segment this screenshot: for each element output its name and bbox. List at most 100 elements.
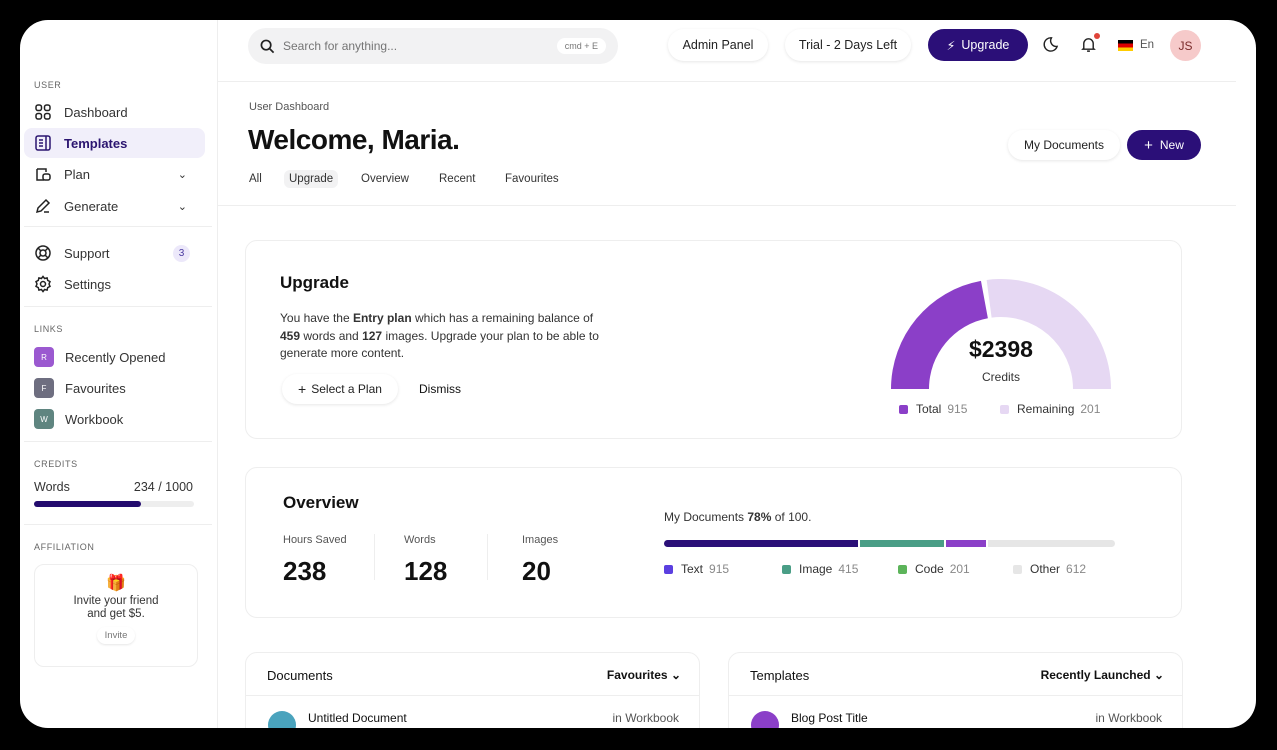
search-bar[interactable]: cmd + E <box>248 28 618 64</box>
credits-progress-bar <box>34 501 194 507</box>
sidebar-item-dashboard[interactable]: Dashboard <box>24 97 205 127</box>
trial-button[interactable]: Trial - 2 Days Left <box>785 29 911 61</box>
sidebar-item-generate[interactable]: Generate ⌄ <box>24 191 205 221</box>
sidebar-item-label: Plan <box>64 166 91 182</box>
overview-title: Overview <box>283 493 359 512</box>
avatar[interactable]: JS <box>1170 30 1201 61</box>
lightning-icon: ⚡︎ <box>946 38 956 53</box>
templates-card: Templates Recently Launched ⌄ Blog Post … <box>728 652 1183 728</box>
wallet-icon <box>36 168 51 181</box>
usage-segment-code <box>946 540 987 547</box>
chevron-down-icon: ⌄ <box>1153 668 1164 682</box>
gauge-value: $2398 <box>969 336 1033 362</box>
sidebar-item-label: Support <box>64 245 110 261</box>
grid-icon <box>35 104 51 120</box>
usage-segment-image <box>859 540 945 547</box>
search-input[interactable] <box>283 39 533 53</box>
section-label-links: LINKS <box>34 324 64 334</box>
sidebar-item-plan[interactable]: Plan ⌄ <box>24 159 205 189</box>
documents-title: Documents <box>267 668 333 683</box>
gauge-remaining-arc <box>986 279 1111 389</box>
stat-words: Words 128 <box>404 534 448 586</box>
divider <box>24 306 212 307</box>
affiliation-card: 🎁 Invite your friend and get $5. Invite <box>34 564 198 667</box>
sidebar-item-label: Generate <box>64 198 119 214</box>
upgrade-card: Upgrade You have the Entry plan which ha… <box>245 240 1182 439</box>
language-selector[interactable]: En <box>1118 39 1154 51</box>
divider <box>24 441 212 442</box>
sidebar-item-label: Settings <box>64 276 111 292</box>
lifebuoy-icon <box>35 245 51 261</box>
germany-flag-icon <box>1118 39 1133 51</box>
divider <box>218 81 1236 82</box>
templates-filter-dropdown[interactable]: Recently Launched ⌄ <box>1040 668 1164 682</box>
document-icon <box>35 135 51 151</box>
documents-filter-dropdown[interactable]: Favourites ⌄ <box>606 668 681 682</box>
credits-words-label: Words <box>34 480 70 494</box>
template-name[interactable]: Blog Post Title <box>791 711 868 725</box>
credits-gauge <box>891 279 1111 389</box>
tab-overview[interactable]: Overview <box>361 173 409 185</box>
section-label-credits: CREDITS <box>34 459 78 469</box>
gauge-total-arc <box>891 280 988 389</box>
sidebar-item-settings[interactable]: Settings <box>24 269 205 299</box>
upgrade-description: You have the Entry plan which has a rema… <box>280 311 599 360</box>
invite-button[interactable]: Invite <box>97 627 136 644</box>
link-label: Recently Opened <box>65 349 166 365</box>
legend-total: Total 915 <box>899 402 967 416</box>
stat-hours-saved: Hours Saved 238 <box>283 534 347 586</box>
gear-icon <box>35 275 51 293</box>
sidebar-item-templates[interactable]: Templates <box>24 128 205 158</box>
new-label: New <box>1159 138 1184 152</box>
section-label-affiliation: AFFILIATION <box>34 542 95 552</box>
tab-favourites[interactable]: Favourites <box>505 173 559 185</box>
link-workbook[interactable]: W Workbook <box>24 404 205 434</box>
sidebar-item-support[interactable]: Support 3 <box>24 238 205 268</box>
pen-icon <box>35 198 51 214</box>
moon-icon <box>1043 37 1059 52</box>
affiliation-text: Invite your friend and get $5. <box>73 595 159 620</box>
my-documents-button[interactable]: My Documents <box>1008 130 1120 160</box>
link-avatar: F <box>34 378 54 398</box>
divider <box>218 205 1236 206</box>
stats-row: Hours Saved 238 Words 128 Images 20 <box>283 534 643 594</box>
document-name[interactable]: Untitled Document <box>308 711 407 725</box>
support-badge: 3 <box>173 244 190 262</box>
tab-upgrade[interactable]: Upgrade <box>284 170 339 188</box>
upgrade-title: Upgrade <box>280 273 349 292</box>
legend-text: Text 915 <box>664 562 729 576</box>
document-location: in Workbook <box>612 711 679 725</box>
tab-recent[interactable]: Recent <box>439 173 476 185</box>
documents-usage-text: My Documents 78% of 100. <box>664 510 812 524</box>
chevron-down-icon[interactable]: ⌄ <box>177 200 187 213</box>
admin-panel-button[interactable]: Admin Panel <box>668 29 768 61</box>
link-favourites[interactable]: F Favourites <box>24 373 205 403</box>
sidebar: USER Dashboard Templates Plan ⌄ Generate ⌄… <box>20 20 218 728</box>
breadcrumb[interactable]: User Dashboard <box>249 101 330 113</box>
select-plan-label: Select a Plan <box>311 382 382 396</box>
select-plan-button[interactable]: + Select a Plan <box>282 374 398 404</box>
legend-other: Other 612 <box>1013 562 1086 576</box>
page-title: Welcome, Maria. <box>248 124 460 155</box>
usage-segment-other <box>988 540 1115 547</box>
language-label: En <box>1140 39 1155 51</box>
notifications-button[interactable] <box>1080 33 1100 58</box>
upgrade-button[interactable]: ⚡︎ Upgrade <box>928 29 1028 61</box>
link-recently-opened[interactable]: R Recently Opened <box>24 342 205 372</box>
overview-card: Overview Hours Saved 238 Words 128 Images 2… <box>245 467 1182 618</box>
usage-segment-text <box>664 540 858 547</box>
stat-images: Images 20 <box>522 534 559 586</box>
dark-mode-toggle[interactable] <box>1042 36 1059 58</box>
new-button[interactable]: + New <box>1127 130 1201 160</box>
tab-all[interactable]: All <box>249 173 262 185</box>
chevron-down-icon[interactable]: ⌄ <box>177 168 187 181</box>
legend-code: Code 201 <box>898 562 970 576</box>
template-location: in Workbook <box>1095 711 1162 725</box>
link-avatar: W <box>34 409 54 429</box>
link-avatar: R <box>34 347 54 367</box>
shortcut-hint: cmd + E <box>556 38 606 54</box>
link-label: Workbook <box>65 411 124 427</box>
dismiss-button[interactable]: Dismiss <box>419 382 461 396</box>
search-icon <box>260 39 275 53</box>
sidebar-item-label: Dashboard <box>64 104 128 120</box>
